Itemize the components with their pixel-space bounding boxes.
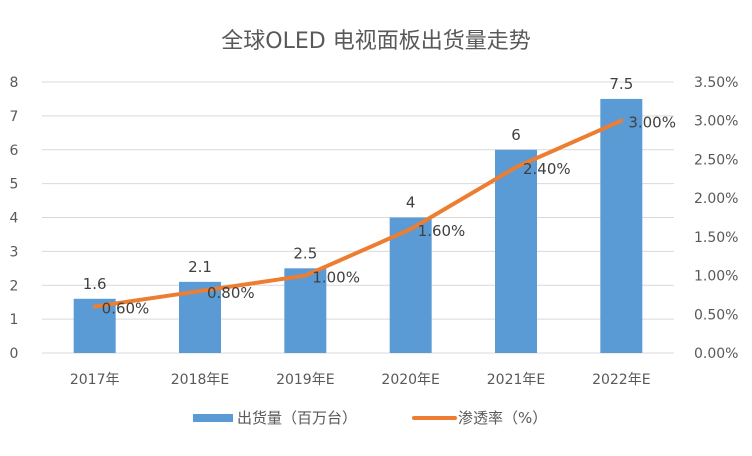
line-data-label: 3.00% bbox=[628, 114, 676, 132]
penetration-line bbox=[92, 118, 624, 309]
bar-data-label: 1.6 bbox=[83, 275, 107, 293]
bar bbox=[284, 268, 327, 353]
left-tick-label: 7 bbox=[10, 109, 19, 125]
x-tick-label: 2018年E bbox=[171, 372, 229, 388]
bar-data-label: 2.1 bbox=[188, 258, 212, 276]
line-data-label: 1.60% bbox=[418, 222, 466, 240]
bar-data-label: 4 bbox=[406, 194, 416, 212]
left-tick-label: 6 bbox=[10, 143, 19, 159]
right-tick-label: 2.00% bbox=[694, 191, 738, 207]
right-tick-label: 0.50% bbox=[694, 307, 738, 323]
legend: 出货量（百万台） 渗透率（%） bbox=[193, 409, 547, 427]
right-tick-label: 3.50% bbox=[694, 75, 738, 91]
left-tick-label: 3 bbox=[10, 244, 19, 260]
chart-title: 全球OLED 电视面板出货量走势 bbox=[221, 29, 530, 54]
x-tick-label: 2019年E bbox=[276, 372, 334, 388]
x-tick-label: 2022年E bbox=[592, 372, 650, 388]
right-tick-label: 1.00% bbox=[694, 269, 738, 285]
right-tick-label: 1.50% bbox=[694, 230, 738, 246]
left-tick-label: 2 bbox=[10, 278, 19, 294]
left-tick-label: 5 bbox=[10, 177, 19, 193]
left-tick-label: 4 bbox=[10, 211, 19, 227]
legend-bar-swatch bbox=[193, 414, 233, 422]
bar bbox=[495, 149, 537, 353]
legend-line-label: 渗透率（%） bbox=[458, 409, 547, 427]
bar-data-label: 6 bbox=[511, 126, 521, 144]
right-tick-label: 3.00% bbox=[694, 114, 738, 130]
x-tick-label: 2021年E bbox=[487, 372, 545, 388]
legend-bar-label: 出货量（百万台） bbox=[237, 409, 357, 427]
right-tick-label: 2.50% bbox=[694, 152, 738, 168]
line-data-label: 0.80% bbox=[207, 284, 255, 302]
bar bbox=[600, 98, 643, 353]
left-tick-label: 1 bbox=[10, 312, 19, 328]
line-data-label: 1.00% bbox=[312, 269, 360, 287]
right-tick-label: 0.00% bbox=[694, 346, 738, 362]
bar-data-label: 2.5 bbox=[293, 244, 317, 262]
bar bbox=[389, 217, 432, 353]
left-tick-label: 8 bbox=[10, 75, 19, 91]
x-tick-label: 2017年 bbox=[70, 372, 120, 388]
line-data-label: 2.40% bbox=[523, 160, 571, 178]
left-tick-label: 0 bbox=[10, 346, 19, 362]
bar-data-label: 7.5 bbox=[609, 75, 633, 93]
line-data-label: 0.60% bbox=[102, 300, 150, 318]
x-tick-label: 2020年E bbox=[381, 372, 439, 388]
